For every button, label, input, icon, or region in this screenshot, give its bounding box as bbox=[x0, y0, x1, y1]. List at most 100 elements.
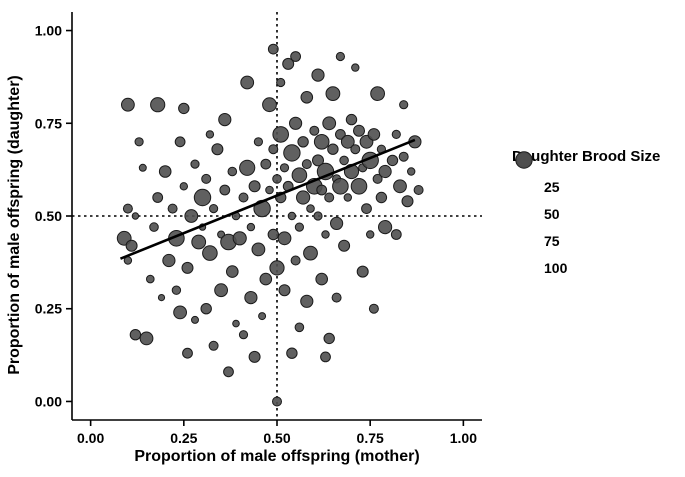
legend-item-label: 75 bbox=[544, 232, 560, 249]
scatter-point bbox=[267, 228, 279, 241]
scatter-point bbox=[313, 211, 323, 221]
scatter-point bbox=[219, 184, 231, 196]
scatter-point bbox=[316, 184, 328, 196]
scatter-point bbox=[181, 261, 194, 274]
scatter-point bbox=[267, 43, 279, 55]
scatter-point bbox=[193, 188, 212, 207]
scatter-point bbox=[131, 212, 140, 220]
scatter-point bbox=[290, 255, 301, 266]
x-tick-label: 0.50 bbox=[263, 430, 290, 446]
legend-size-swatch bbox=[512, 152, 536, 253]
scatter-point bbox=[258, 312, 267, 321]
scatter-point bbox=[289, 116, 303, 130]
scatter-point bbox=[129, 329, 142, 341]
x-tick-label: 0.75 bbox=[357, 430, 384, 446]
scatter-point bbox=[303, 245, 318, 261]
scatter-point bbox=[167, 203, 178, 214]
scatter-point bbox=[370, 86, 386, 101]
x-tick-label: 0.00 bbox=[77, 430, 104, 446]
scatter-point bbox=[173, 305, 188, 320]
scatter-point bbox=[239, 159, 256, 176]
scatter-point bbox=[191, 234, 207, 250]
scatter-point bbox=[121, 97, 135, 112]
scatter-point bbox=[368, 303, 379, 314]
scatter-point bbox=[350, 178, 368, 195]
legend-item-label: 100 bbox=[544, 259, 568, 276]
scatter-point bbox=[139, 331, 154, 346]
scatter-point bbox=[399, 100, 409, 110]
legend-size-swatch bbox=[512, 155, 536, 199]
scatter-point bbox=[201, 173, 212, 184]
scatter-point bbox=[240, 75, 255, 90]
scatter-point bbox=[277, 231, 292, 246]
scatter-point bbox=[122, 203, 133, 214]
scatter-point bbox=[200, 303, 212, 315]
scatter-point bbox=[398, 151, 409, 162]
scatter-point bbox=[372, 173, 383, 184]
scatter-point bbox=[378, 164, 392, 179]
scatter-point bbox=[350, 144, 361, 155]
scatter-point bbox=[294, 322, 305, 333]
scatter-point bbox=[184, 209, 199, 223]
scatter-point bbox=[351, 63, 360, 72]
scatter-point bbox=[211, 143, 224, 156]
scatter-point bbox=[158, 165, 172, 178]
y-tick-label: 1.00 bbox=[35, 23, 62, 39]
scatter-point bbox=[157, 294, 166, 302]
scatter-point bbox=[340, 134, 355, 149]
scatter-point bbox=[205, 130, 215, 139]
scatter-point bbox=[335, 129, 346, 140]
scatter-point bbox=[138, 163, 147, 172]
scatter-point bbox=[246, 222, 256, 232]
scatter-point bbox=[324, 192, 335, 203]
scatter-point bbox=[268, 144, 279, 155]
scatter-point bbox=[174, 136, 186, 148]
scatter-point bbox=[391, 129, 401, 139]
scatter-point bbox=[162, 253, 176, 268]
regression-line bbox=[119, 138, 416, 260]
legend-item: 75 bbox=[512, 152, 660, 254]
scatter-point bbox=[208, 340, 219, 351]
scatter-point bbox=[248, 350, 261, 363]
scatter-point bbox=[209, 204, 219, 214]
scatter-point bbox=[238, 330, 249, 340]
scatter-point bbox=[286, 347, 298, 359]
y-tick-label: 0.25 bbox=[35, 301, 62, 317]
scatter-point bbox=[259, 272, 273, 286]
scatter-point bbox=[214, 283, 229, 298]
scatter-point bbox=[251, 242, 266, 257]
scatter-point bbox=[190, 159, 200, 169]
scatter-point bbox=[325, 86, 341, 101]
scatter-point bbox=[330, 216, 344, 230]
scatter-point bbox=[296, 190, 311, 205]
scatter-point bbox=[361, 203, 372, 215]
scatter-point bbox=[290, 51, 302, 62]
legend-item: 25 bbox=[512, 155, 660, 200]
scatter-point bbox=[265, 185, 274, 195]
scatter-point bbox=[218, 113, 232, 127]
scatter-point bbox=[253, 137, 263, 147]
scatter-point bbox=[331, 292, 342, 303]
scatter-point bbox=[339, 155, 349, 166]
scatter-point bbox=[276, 77, 286, 88]
scatter-point bbox=[262, 97, 277, 113]
y-axis-label: Proportion of male offspring (daughter) bbox=[6, 75, 23, 375]
scatter-point bbox=[149, 222, 159, 232]
scatter-point bbox=[227, 166, 238, 177]
scatter-point bbox=[320, 351, 331, 363]
scatter-point bbox=[182, 347, 193, 359]
scatter-point bbox=[366, 230, 375, 239]
scatter-point bbox=[401, 195, 414, 208]
scatter-point bbox=[272, 174, 282, 184]
legend-items: 25 50 75 100 bbox=[512, 151, 660, 281]
scatter-point bbox=[306, 204, 315, 213]
scatter-point bbox=[125, 239, 138, 252]
scatter-point bbox=[375, 191, 388, 204]
scatter-point bbox=[300, 294, 314, 308]
scatter-point bbox=[315, 272, 329, 286]
scatter-point bbox=[323, 332, 335, 345]
y-tick-label: 0.00 bbox=[35, 393, 62, 409]
scatter-point bbox=[179, 182, 189, 191]
scatter-point bbox=[393, 179, 407, 194]
scatter-point bbox=[321, 230, 330, 239]
